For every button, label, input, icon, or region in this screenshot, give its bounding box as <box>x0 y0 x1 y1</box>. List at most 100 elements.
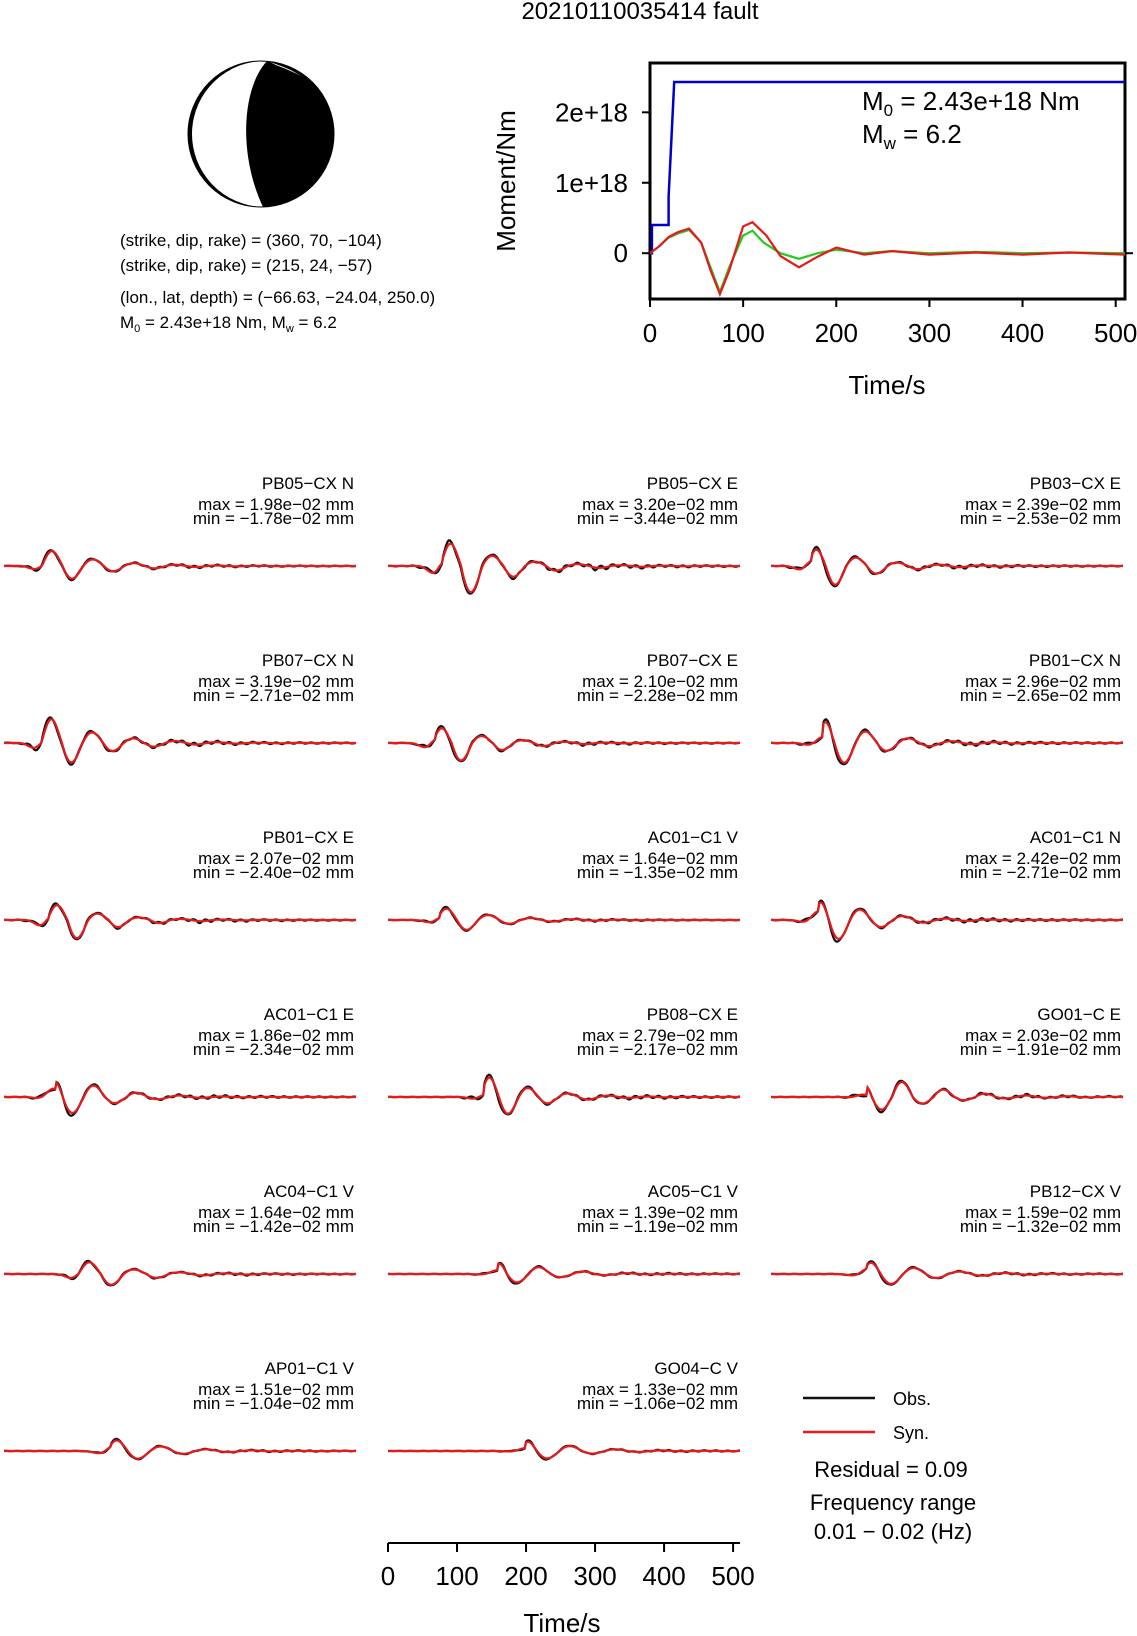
synthetic-trace <box>388 1262 740 1284</box>
synthetic-trace <box>771 548 1123 586</box>
waveform-xtick-label: 300 <box>573 1561 616 1591</box>
station-name: PB03−CX E <box>1030 474 1121 493</box>
station-min: min = −3.44e−02 mm <box>577 509 738 528</box>
station-min: min = −1.06e−02 mm <box>577 1394 738 1413</box>
waveform-time-axis: 0 100 200 300 400 500 <box>381 1542 755 1591</box>
station-max: max = 2.96e−02 mm <box>965 672 1121 691</box>
moment-xtick-label: 0 <box>643 318 657 348</box>
observed-trace <box>3 1080 357 1117</box>
station-name: PB01−CX N <box>1029 651 1121 670</box>
station-min: min = −2.34e−02 mm <box>193 1040 354 1059</box>
station-max: max = 1.64e−02 mm <box>198 1203 354 1222</box>
legend: Obs. Syn. Residual = 0.09 Frequency rang… <box>803 1389 976 1544</box>
observed-trace <box>388 905 741 932</box>
focal-moment: M0 = 2.43e+18 Nm, Mw = 6.2 <box>120 313 337 335</box>
moment-series-3 <box>649 220 1126 298</box>
moment-m0-annotation: M0 = 2.43e+18 Nm <box>862 86 1080 120</box>
moment-xtick-label: 100 <box>721 318 764 348</box>
station-name: AC01−C1 E <box>264 1005 354 1024</box>
waveform-xtick-label: 400 <box>642 1561 685 1591</box>
station-name: AC01−C1 V <box>648 828 739 847</box>
synthetic-trace <box>771 721 1123 764</box>
station-max: max = 2.79e−02 mm <box>582 1026 738 1045</box>
station-max: max = 1.59e−02 mm <box>965 1203 1121 1222</box>
station-max: max = 2.39e−02 mm <box>965 495 1121 514</box>
synthetic-trace <box>4 904 356 940</box>
station-max: max = 1.98e−02 mm <box>198 495 354 514</box>
waveform-xtick-label: 0 <box>381 1561 395 1591</box>
synthetic-trace <box>4 1080 356 1114</box>
station-min: min = −2.65e−02 mm <box>960 686 1121 705</box>
synthetic-trace <box>388 907 740 931</box>
station-name: AP01−C1 V <box>265 1359 355 1378</box>
beachball-outline <box>187 60 335 208</box>
waveform-xtick-label: 500 <box>711 1561 754 1591</box>
station-name: AC01−C1 N <box>1030 828 1121 847</box>
moment-xlabel: Time/s <box>848 370 925 400</box>
station-max: max = 1.39e−02 mm <box>582 1203 738 1222</box>
moment-panel-frame <box>648 61 1127 301</box>
synthetic-trace <box>4 718 356 764</box>
station-min: min = −1.32e−02 mm <box>960 1217 1121 1236</box>
station-min: min = −1.35e−02 mm <box>577 863 738 882</box>
focal-parameters: (strike, dip, rake) = (360, 70, −104) (s… <box>120 231 435 335</box>
station-min: min = −2.71e−02 mm <box>193 686 354 705</box>
synthetic-trace <box>388 542 740 594</box>
station-name: PB01−CX E <box>263 828 354 847</box>
station-name: AC04−C1 V <box>264 1182 355 1201</box>
station-min: min = −1.91e−02 mm <box>960 1040 1121 1059</box>
moment-mw-annotation: Mw = 6.2 <box>862 119 962 153</box>
waveform-xtick-label: 200 <box>504 1561 547 1591</box>
station-min: min = −1.04e−02 mm <box>193 1394 354 1413</box>
station-min: min = −2.40e−02 mm <box>193 863 354 882</box>
station-max: max = 2.03e−02 mm <box>965 1026 1121 1045</box>
residual-label: Residual = 0.09 <box>814 1457 968 1482</box>
frequency-range-value: 0.01 − 0.02 (Hz) <box>814 1519 972 1544</box>
station-max: max = 1.86e−02 mm <box>198 1026 354 1045</box>
synthetic-trace <box>4 549 356 580</box>
synthetic-trace <box>771 1080 1124 1111</box>
station-name: GO01−C E <box>1037 1005 1121 1024</box>
station-min: min = −1.42e−02 mm <box>193 1217 354 1236</box>
frequency-range-title: Frequency range <box>810 1490 976 1515</box>
station-min: min = −2.71e−02 mm <box>960 863 1121 882</box>
station-name: PB05−CX N <box>262 474 354 493</box>
synthetic-trace <box>771 1261 1123 1286</box>
synthetic-trace <box>4 1439 356 1460</box>
station-max: max = 1.51e−02 mm <box>198 1380 354 1399</box>
station-max: max = 2.10e−02 mm <box>582 672 738 691</box>
moment-panel: Moment/Nm Time/s M0 = 2.43e+18 Nm Mw = 6… <box>491 61 1137 400</box>
beachball <box>187 60 335 208</box>
moment-ytick-label: 2e+18 <box>555 97 628 127</box>
observed-trace <box>4 902 357 941</box>
station-name: PB08−CX E <box>647 1005 738 1024</box>
focal-plane-2: (strike, dip, rake) = (215, 24, −57) <box>120 256 372 275</box>
waveform-xlabel: Time/s <box>523 1608 600 1636</box>
moment-xtick-label: 500 <box>1094 318 1137 348</box>
station-name: PB12−CX V <box>1030 1182 1122 1201</box>
beachball-dilatational-region <box>192 60 267 208</box>
station-name: GO04−C V <box>654 1359 738 1378</box>
focal-plane-1: (strike, dip, rake) = (360, 70, −104) <box>120 231 382 250</box>
station-min: min = −2.53e−02 mm <box>960 509 1121 528</box>
synthetic-trace <box>4 1261 356 1286</box>
moment-series-1 <box>650 80 1125 255</box>
station-name: AC05−C1 V <box>648 1182 739 1201</box>
focal-location: (lon., lat, depth) = (−66.63, −24.04, 25… <box>120 288 435 307</box>
synthetic-trace <box>388 1440 740 1460</box>
